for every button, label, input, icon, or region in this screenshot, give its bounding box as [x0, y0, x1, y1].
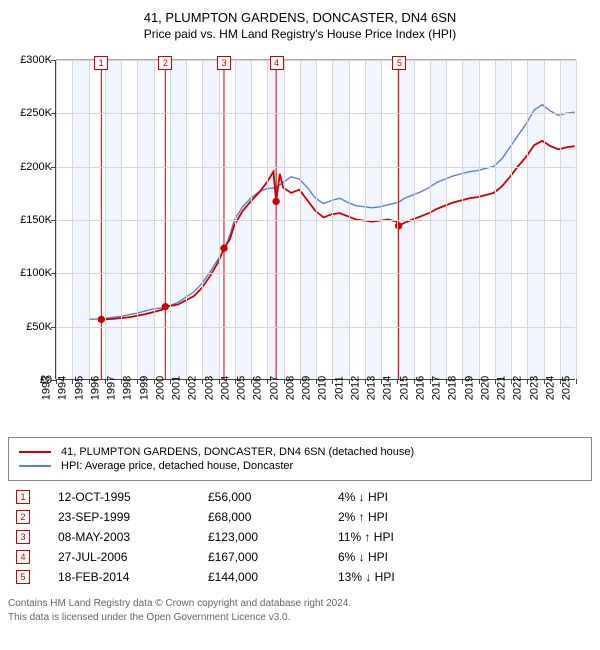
sales-index: 2: [16, 510, 30, 524]
footer: Contains HM Land Registry data © Crown c…: [8, 597, 592, 624]
legend-swatch: [19, 451, 51, 453]
legend-swatch: [19, 465, 51, 467]
footer-line1: Contains HM Land Registry data © Crown c…: [8, 597, 592, 611]
sale-marker-box: 5: [392, 56, 406, 70]
sales-index: 1: [16, 490, 30, 504]
sales-index: 4: [16, 550, 30, 564]
hgrid: [56, 113, 575, 114]
sales-price: £167,000: [208, 550, 338, 564]
hgrid: [56, 220, 575, 221]
footer-line2: This data is licensed under the Open Gov…: [8, 611, 592, 625]
sales-price: £56,000: [208, 490, 338, 504]
page-title: 41, PLUMPTON GARDENS, DONCASTER, DN4 6SN: [8, 10, 592, 25]
hgrid: [56, 167, 575, 168]
sale-marker-box: 4: [270, 56, 284, 70]
sales-delta: 6% ↓ HPI: [338, 550, 538, 564]
sales-row: 2 23-SEP-1999£68,0002% ↑ HPI: [8, 507, 592, 527]
sales-row: 3 08-MAY-2003£123,00011% ↑ HPI: [8, 527, 592, 547]
ytick-label: £50K: [8, 321, 52, 333]
legend-label: 41, PLUMPTON GARDENS, DONCASTER, DN4 6SN…: [61, 446, 414, 458]
sales-price: £144,000: [208, 570, 338, 584]
legend-label: HPI: Average price, detached house, Donc…: [61, 460, 293, 472]
sales-index: 3: [16, 530, 30, 544]
sale-marker-box: 1: [94, 56, 108, 70]
sales-delta: 11% ↑ HPI: [338, 530, 538, 544]
ytick-label: £100K: [8, 267, 52, 279]
ytick-label: £0: [8, 374, 52, 386]
sale-marker-dot: [221, 245, 227, 251]
legend: 41, PLUMPTON GARDENS, DONCASTER, DN4 6SN…: [8, 437, 592, 481]
hgrid: [56, 273, 575, 274]
sales-delta: 2% ↑ HPI: [338, 510, 538, 524]
sales-index: 5: [16, 570, 30, 584]
sales-table: 112-OCT-1995£56,0004% ↓ HPI223-SEP-1999£…: [8, 487, 592, 587]
plot-area: 1993199419951996199719981999200020012002…: [56, 59, 576, 379]
ytick-label: £300K: [8, 54, 52, 66]
sales-price: £123,000: [208, 530, 338, 544]
page-subtitle: Price paid vs. HM Land Registry's House …: [8, 27, 592, 41]
ytick-label: £200K: [8, 161, 52, 173]
chart: 1993199419951996199719981999200020012002…: [8, 49, 592, 429]
sales-delta: 13% ↓ HPI: [338, 570, 538, 584]
sales-date: 18-FEB-2014: [58, 570, 208, 584]
sale-marker-dot: [273, 198, 279, 204]
hgrid: [56, 327, 575, 328]
sale-marker-dot: [162, 304, 168, 310]
legend-row: HPI: Average price, detached house, Donc…: [19, 460, 581, 472]
sales-date: 08-MAY-2003: [58, 530, 208, 544]
sales-date: 23-SEP-1999: [58, 510, 208, 524]
hgrid: [56, 60, 575, 61]
sale-marker-box: 3: [217, 56, 231, 70]
sales-row: 1 12-OCT-1995£56,0004% ↓ HPI: [8, 487, 592, 507]
ytick-label: £250K: [8, 107, 52, 119]
xtick-label: 2025: [561, 376, 592, 400]
sale-marker-box: 2: [158, 56, 172, 70]
sales-date: 12-OCT-1995: [58, 490, 208, 504]
sale-marker-dot: [98, 316, 104, 322]
sales-row: 4 27-JUL-2006£167,0006% ↓ HPI: [8, 547, 592, 567]
sales-price: £68,000: [208, 510, 338, 524]
sales-date: 27-JUL-2006: [58, 550, 208, 564]
legend-row: 41, PLUMPTON GARDENS, DONCASTER, DN4 6SN…: [19, 446, 581, 458]
vgrid: [576, 60, 577, 379]
sales-delta: 4% ↓ HPI: [338, 490, 538, 504]
sales-row: 5 18-FEB-2014£144,00013% ↓ HPI: [8, 567, 592, 587]
ytick-label: £150K: [8, 214, 52, 226]
